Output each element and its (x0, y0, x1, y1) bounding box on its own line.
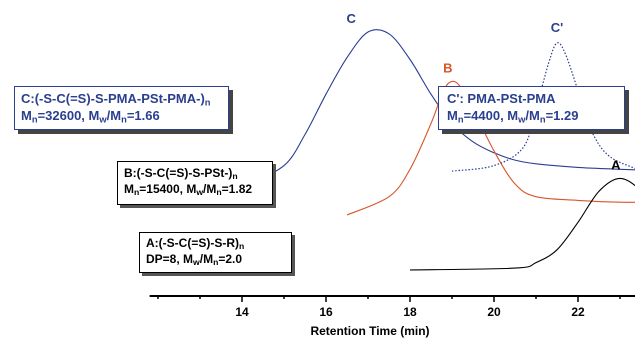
peak-label-b: B (443, 60, 452, 75)
peak-label-c-prime: C' (551, 20, 563, 35)
x-axis: 14161820222426Retention Time (min) (149, 295, 635, 338)
legend-box-c-prime: C': PMA-PSt-PMA Mn=4400, Mw/Mn=1.29 (438, 86, 625, 130)
x-tick-label: 18 (403, 305, 417, 319)
peak-labels: C B C' A (347, 11, 622, 172)
x-tick-label: 20 (487, 305, 501, 319)
legend-cp-formula: C': PMA-PSt-PMA (447, 91, 556, 106)
legend-b-formula: B:(-S-C(=S)-S-PSt-)n (124, 166, 238, 182)
x-axis-label: Retention Time (min) (310, 324, 429, 338)
legend-a-stats: DP=8, Mw/Mn=2.0 (146, 251, 243, 267)
legend-b-stats: Mn=15400, Mw/Mn=1.82 (124, 181, 253, 197)
legend-a-formula: A:(-S-C(=S)-S-R)n (146, 236, 245, 252)
legend-c-formula: C:(-S-C(=S)-S-PMA-PSt-PMA-)n (21, 91, 211, 108)
x-tick-label: 16 (319, 305, 333, 319)
x-tick-label: 22 (571, 305, 585, 319)
series-line-c (245, 29, 635, 187)
peak-label-c: C (347, 11, 357, 26)
x-tick-label: 14 (235, 305, 249, 319)
legend-box-c: C:(-S-C(=S)-S-PMA-PSt-PMA-)n Mn=32600, M… (14, 86, 229, 130)
series-line-a (409, 177, 635, 271)
legend-box-b: B:(-S-C(=S)-S-PSt-)n Mn=15400, Mw/Mn=1.8… (117, 161, 273, 205)
legend-box-a: A:(-S-C(=S)-S-R)n DP=8, Mw/Mn=2.0 (139, 232, 292, 273)
series-line-c-prime (451, 42, 635, 172)
legend-c-stats: Mn=32600, Mw/Mn=1.66 (21, 107, 160, 125)
legend-cp-stats: Mn=4400, Mw/Mn=1.29 (447, 107, 579, 125)
peak-label-a: A (611, 157, 621, 172)
series-curves (245, 29, 635, 271)
